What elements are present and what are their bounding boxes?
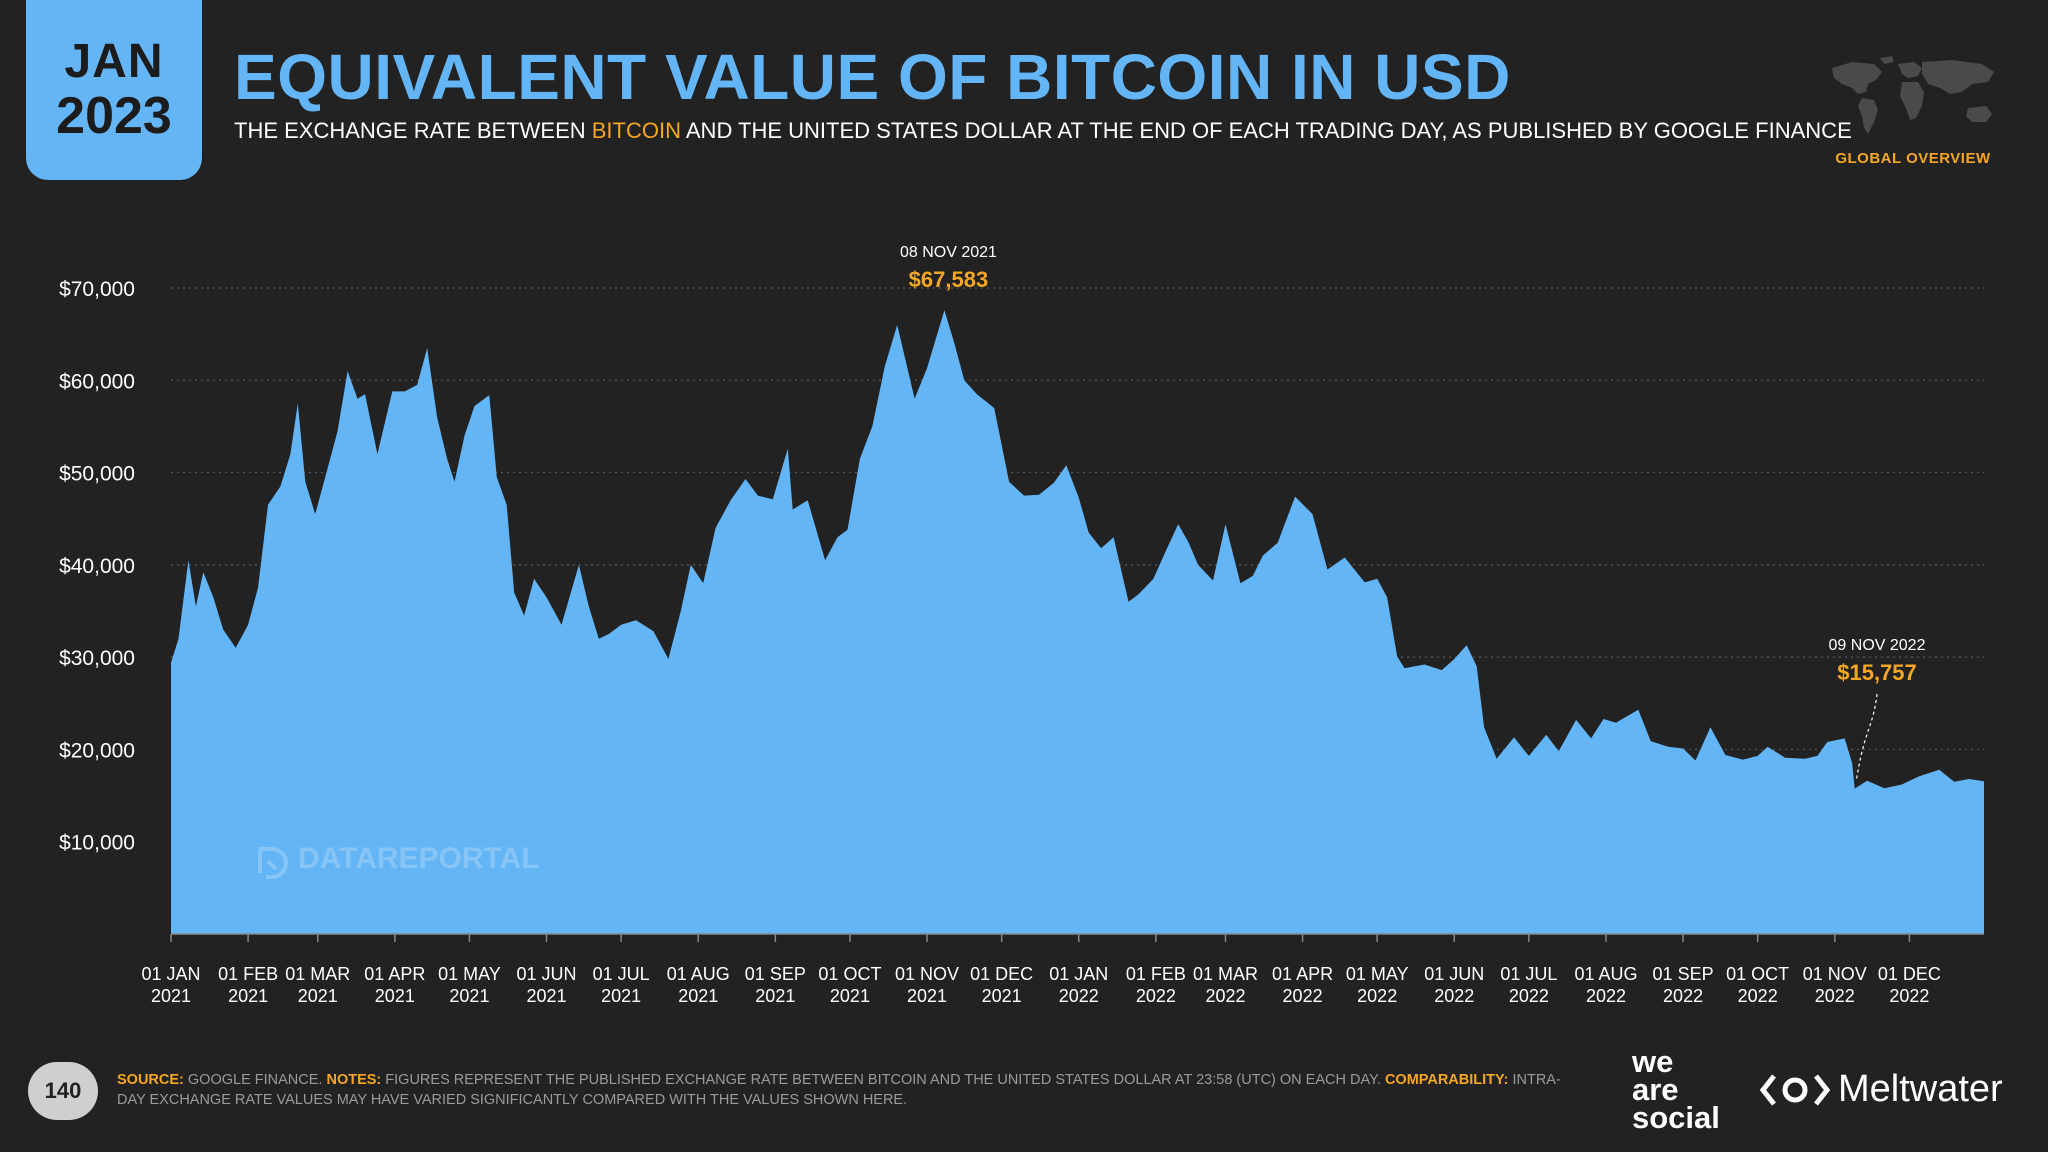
x-tick-label-month: 01 NOV — [1803, 964, 1867, 984]
y-tick-label: $20,000 — [59, 739, 135, 762]
logo-are: are — [1632, 1072, 1679, 1107]
x-tick-label-month: 01 FEB — [1126, 964, 1186, 984]
x-tick-label-year: 2022 — [1663, 986, 1703, 1006]
x-tick-label-month: 01 APR — [1272, 964, 1333, 984]
x-tick-label-year: 2021 — [375, 986, 415, 1006]
x-tick-label-month: 01 MAY — [1346, 964, 1409, 984]
logo-we: we — [1632, 1044, 1674, 1079]
x-tick-label-month: 01 MAR — [285, 964, 350, 984]
x-tick-label-month: 01 JUN — [517, 964, 577, 984]
x-tick-label-year: 2022 — [1283, 986, 1323, 1006]
notes-label: NOTES: — [326, 1072, 382, 1088]
bitcoin-price-area — [171, 310, 1984, 934]
y-tick-label: $30,000 — [59, 647, 135, 670]
x-tick-label-year: 2021 — [151, 986, 191, 1006]
annotations: 08 NOV 2021 $67,583 09 NOV 2022 $15,757 — [900, 244, 1926, 779]
y-tick-label: $50,000 — [59, 463, 135, 486]
meltwater-icon — [1760, 1073, 1830, 1106]
x-tick-label-year: 2022 — [1738, 986, 1778, 1006]
world-map-icon — [1832, 56, 1994, 134]
x-tick-label-year: 2021 — [449, 986, 489, 1006]
x-tick-label-year: 2021 — [601, 986, 641, 1006]
page-subtitle: THE EXCHANGE RATE BETWEEN BITCOIN AND TH… — [234, 118, 1852, 144]
x-tick-label-year: 2022 — [1136, 986, 1176, 1006]
x-tick-label-month: 01 JUL — [1500, 964, 1557, 984]
date-badge: JAN 2023 — [26, 0, 202, 180]
source-label: SOURCE: — [117, 1072, 184, 1088]
x-tick-label-year: 2021 — [298, 986, 338, 1006]
x-tick-label-year: 2021 — [678, 986, 718, 1006]
x-tick-label-month: 01 DEC — [1878, 964, 1941, 984]
badge-year: 2023 — [56, 87, 172, 145]
y-tick-label: $70,000 — [59, 278, 135, 301]
x-tick-label-year: 2022 — [1357, 986, 1397, 1006]
annotation-date: 08 NOV 2021 — [900, 244, 997, 261]
comparability-label: COMPARABILITY: — [1384, 1072, 1509, 1088]
y-tick-label: $40,000 — [59, 555, 135, 578]
annotation-value: $15,757 — [1837, 660, 1917, 685]
x-tick-label-year: 2021 — [527, 986, 567, 1006]
subtitle-highlight: BITCOIN — [591, 118, 681, 143]
x-tick-label-year: 2021 — [755, 986, 795, 1006]
x-tick-label-month: 01 MAR — [1193, 964, 1258, 984]
annotation-value: $67,583 — [909, 267, 989, 292]
x-tick-label-year: 2022 — [1509, 986, 1549, 1006]
notes-text: FIGURES REPRESENT THE PUBLISHED EXCHANGE… — [381, 1072, 1385, 1088]
comparability-text: INTRA-DAY EXCHANGE RATE VALUES MAY HAVE … — [117, 1072, 1561, 1108]
section-label: GLOBAL OVERVIEW — [1835, 150, 1991, 167]
x-tick-label-year: 2022 — [1059, 986, 1099, 1006]
x-tick-label-month: 01 JAN — [1049, 964, 1108, 984]
x-tick-label-month: 01 OCT — [818, 964, 881, 984]
subtitle-part-2: AND THE UNITED STATES DOLLAR AT THE END … — [680, 118, 1852, 143]
bitcoin-area-chart: $10,000 $20,000 $30,000 $40,000 $50,000 $60,0… — [59, 244, 1984, 1006]
x-tick-label-month: 01 SEP — [745, 964, 806, 984]
x-tick-label-year: 2021 — [830, 986, 870, 1006]
x-tick-label-year: 2022 — [1889, 986, 1929, 1006]
meltwater-wordmark: Meltwater — [1838, 1068, 2003, 1110]
we-are-social-logo: we are social — [1632, 1044, 1720, 1135]
meltwater-logo: Meltwater — [1760, 1068, 2003, 1111]
badge-month: JAN — [64, 35, 164, 88]
y-tick-label: $10,000 — [59, 832, 135, 855]
x-tick-label-month: 01 JAN — [141, 964, 200, 984]
y-tick-label: $60,000 — [59, 370, 135, 393]
x-tick-label-year: 2022 — [1586, 986, 1626, 1006]
x-tick-label-month: 01 NOV — [895, 964, 959, 984]
x-tick-label-year: 2021 — [907, 986, 947, 1006]
subtitle-part-1: THE EXCHANGE RATE BETWEEN — [234, 118, 592, 143]
x-tick-label-year: 2022 — [1434, 986, 1474, 1006]
logo-social: social — [1632, 1100, 1720, 1135]
datareportal-watermark: DATAREPORTAL — [258, 842, 540, 879]
x-tick-label-month: 01 FEB — [218, 964, 278, 984]
x-tick-label-month: 01 APR — [364, 964, 425, 984]
page-title: EQUIVALENT VALUE OF BITCOIN IN USD — [234, 41, 1511, 113]
x-tick-label-year: 2021 — [228, 986, 268, 1006]
x-tick-label-year: 2022 — [1815, 986, 1855, 1006]
x-tick-label-month: 01 OCT — [1726, 964, 1789, 984]
y-axis: $10,000 $20,000 $30,000 $40,000 $50,000 $60,0… — [59, 278, 135, 855]
x-tick-label-year: 2022 — [1205, 986, 1245, 1006]
page-number: 140 — [28, 1062, 98, 1120]
x-tick-label-month: 01 SEP — [1653, 964, 1714, 984]
footer-notes: SOURCE: GOOGLE FINANCE. NOTES: FIGURES R… — [117, 1070, 1587, 1110]
x-tick-label-month: 01 DEC — [970, 964, 1033, 984]
watermark-text: DATAREPORTAL — [298, 842, 540, 875]
x-tick-label-year: 2021 — [982, 986, 1022, 1006]
x-tick-label-month: 01 AUG — [1574, 964, 1637, 984]
x-tick-label-month: 01 JUL — [593, 964, 650, 984]
x-tick-label-month: 01 JUN — [1424, 964, 1484, 984]
x-tick-label-month: 01 MAY — [438, 964, 501, 984]
x-tick-label-month: 01 AUG — [667, 964, 730, 984]
source-text: GOOGLE FINANCE. — [183, 1072, 327, 1088]
annotation-date: 09 NOV 2022 — [1829, 637, 1926, 654]
annotation-leader-line — [1856, 693, 1878, 779]
